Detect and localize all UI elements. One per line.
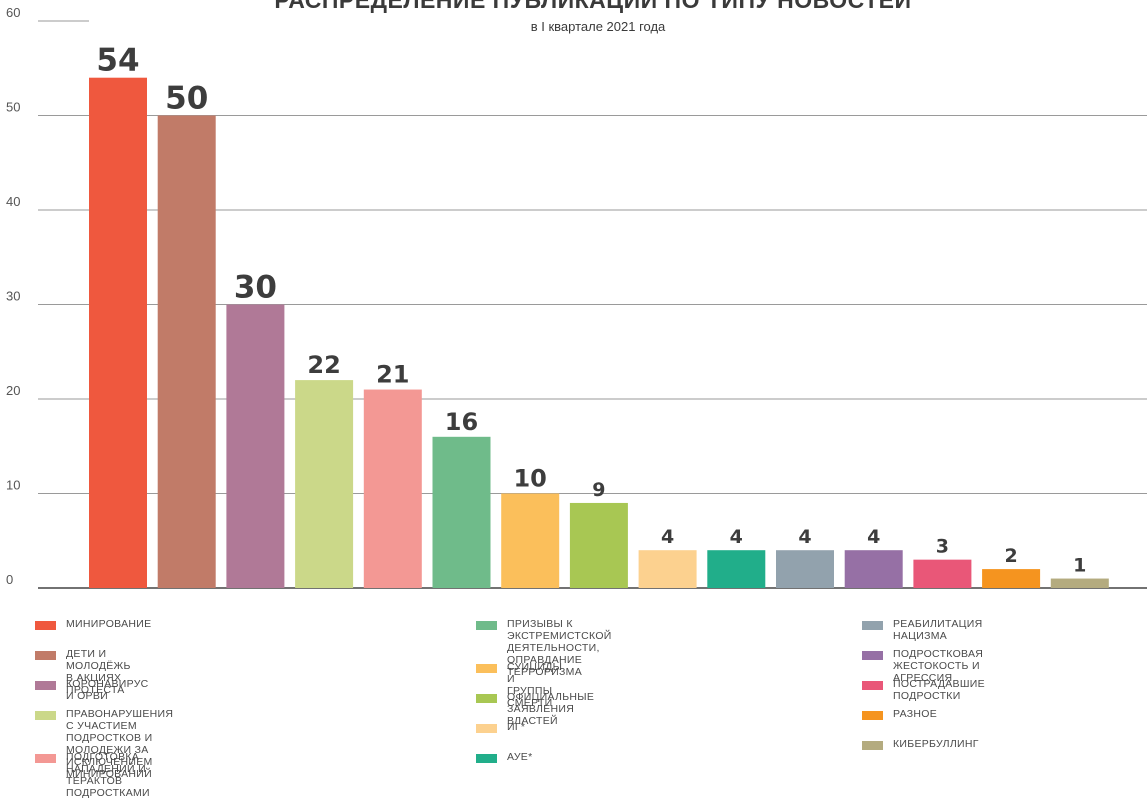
legend-swatch: [476, 621, 497, 630]
bar-value-label: 4: [798, 526, 811, 548]
legend-swatch: [862, 681, 883, 690]
legend-label: РАЗНОЕ: [893, 708, 938, 720]
y-tick-label: 10: [6, 478, 20, 493]
bar-value-label: 30: [234, 270, 277, 306]
bar: [913, 559, 972, 588]
legend-label: ПОДГОТОВКА НАПАДЕНИЙ И ТЕРАКТОВ ПОДРОСТК…: [66, 751, 150, 799]
y-tick-label: 50: [6, 100, 20, 115]
legend-label: АУЕ*: [507, 751, 533, 763]
legend-label: ОФИЦИАЛЬНЫЕ ЗАЯВЛЕНИЯ ВЛАСТЕЙ: [507, 691, 595, 727]
legend-label: КИБЕРБУЛЛИНГ: [893, 738, 979, 750]
legend: МИНИРОВАНИЕ ДЕТИ И МОЛОДЁЖЬ В АКЦИЯХ ПРОТ…: [0, 612, 1147, 799]
gridlines: 0 10 20 30 40 50 60: [6, 5, 1147, 589]
legend-label: РЕАБИЛИТАЦИЯ НАЦИЗМА: [893, 618, 983, 642]
legend-swatch: [476, 664, 497, 673]
legend-item: МИНИРОВАНИЕ: [35, 618, 151, 630]
bar-value-label: 4: [867, 526, 880, 548]
legend-swatch: [476, 694, 497, 703]
bar: [707, 550, 766, 588]
bar: [363, 389, 422, 588]
legend-item: ДЕТИ И МОЛОДЁЖЬ В АКЦИЯХ ПРОТЕСТА: [35, 648, 131, 696]
y-tick-label: 0: [6, 572, 13, 587]
bar: [501, 493, 560, 588]
bar-value-label: 16: [445, 408, 478, 436]
bar: [157, 115, 216, 588]
legend-swatch: [476, 754, 497, 763]
legend-item: КОРОНАВИРУС И ОРВИ: [35, 678, 149, 702]
bar: [1050, 578, 1109, 588]
bar: [226, 304, 285, 588]
legend-item: ИГ*: [476, 721, 525, 733]
legend-item: РАЗНОЕ: [862, 708, 937, 720]
bar-value-label: 2: [1004, 545, 1017, 567]
legend-swatch: [35, 681, 56, 690]
y-tick-label: 30: [6, 289, 20, 304]
legend-label: ИГ*: [507, 721, 526, 733]
legend-item: АУЕ*: [476, 751, 533, 763]
legend-item: ПОСТРАДАВШИЕ ПОДРОСТКИ: [862, 678, 985, 702]
bar-value-label: 10: [513, 465, 546, 493]
legend-item: ОФИЦИАЛЬНЫЕ ЗАЯВЛЕНИЯ ВЛАСТЕЙ: [476, 691, 594, 727]
bar: [569, 502, 628, 588]
y-tick-label: 60: [6, 5, 20, 20]
bar-value-label: 9: [592, 479, 605, 501]
bar-value-label: 3: [936, 536, 949, 558]
legend-item: КИБЕРБУЛЛИНГ: [862, 738, 979, 750]
legend-label: МИНИРОВАНИЕ: [66, 618, 152, 630]
legend-swatch: [862, 621, 883, 630]
chart-title: РАСПРЕДЕЛЕНИЕ ПУБЛИКАЦИЙ ПО ТИПУ НОВОСТЕ…: [274, 0, 911, 13]
y-tick-label: 40: [6, 194, 20, 209]
chart-subtitle: в I квартале 2021 года: [531, 19, 666, 34]
legend-item: СУИЦИДЫ И ГРУППЫ СМЕРТИ: [476, 661, 562, 709]
legend-swatch: [862, 741, 883, 750]
legend-item: ПОДГОТОВКА НАПАДЕНИЙ И ТЕРАКТОВ ПОДРОСТК…: [35, 751, 150, 799]
bar: [89, 77, 147, 588]
bar: [432, 436, 491, 588]
legend-item: ПРИЗЫВЫ К ЭКСТРЕМИСТСКОЙ ДЕЯТЕЛЬНОСТИ, О…: [476, 618, 612, 678]
bar-chart: РАСПРЕДЕЛЕНИЕ ПУБЛИКАЦИЙ ПО ТИПУ НОВОСТЕ…: [6, 0, 1147, 589]
legend-swatch: [35, 621, 56, 630]
legend-label: СУИЦИДЫ И ГРУППЫ СМЕРТИ: [507, 661, 563, 709]
legend-label: ПОДРОСТКОВАЯ ЖЕСТОКОСТЬ И АГРЕССИЯ: [893, 648, 984, 684]
legend-swatch: [862, 651, 883, 660]
legend-item: ПОДРОСТКОВАЯ ЖЕСТОКОСТЬ И АГРЕССИЯ: [862, 648, 983, 684]
bar: [776, 550, 834, 588]
legend-label: ПРИЗЫВЫ К ЭКСТРЕМИСТСКОЙ ДЕЯТЕЛЬНОСТИ, О…: [507, 618, 612, 678]
legend-item: РЕАБИЛИТАЦИЯ НАЦИЗМА: [862, 618, 982, 642]
legend-label: ДЕТИ И МОЛОДЁЖЬ В АКЦИЯХ ПРОТЕСТА: [66, 648, 131, 696]
y-tick-label: 20: [6, 383, 20, 398]
legend-label: ПОСТРАДАВШИЕ ПОДРОСТКИ: [893, 678, 985, 702]
legend-swatch: [35, 754, 56, 763]
legend-swatch: [35, 651, 56, 660]
legend-swatch: [476, 724, 497, 733]
legend-label: КОРОНАВИРУС И ОРВИ: [66, 678, 149, 702]
bar-value-label: 4: [661, 526, 674, 548]
bar-value-label: 21: [376, 361, 409, 389]
bar-value-label: 50: [165, 81, 208, 117]
bar-value-label: 22: [307, 351, 340, 379]
bar: [295, 380, 354, 588]
bar-value-label: 54: [96, 43, 139, 79]
bar: [844, 550, 903, 588]
bar-value-label: 4: [730, 526, 743, 548]
bar-value-label: 1: [1073, 555, 1086, 577]
legend-swatch: [35, 711, 56, 720]
bar: [638, 550, 697, 588]
legend-swatch: [862, 711, 883, 720]
bars: [89, 77, 1109, 588]
bar: [982, 569, 1041, 588]
